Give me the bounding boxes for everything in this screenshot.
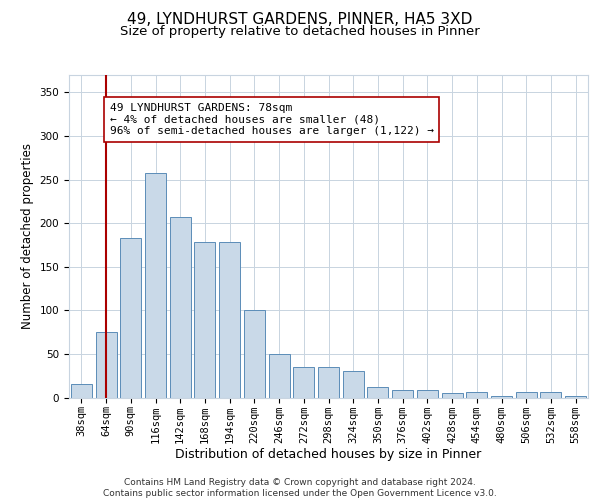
Bar <box>442 393 463 398</box>
Text: Contains HM Land Registry data © Crown copyright and database right 2024.
Contai: Contains HM Land Registry data © Crown c… <box>103 478 497 498</box>
Bar <box>120 238 141 398</box>
Bar <box>71 384 92 398</box>
Bar <box>565 396 586 398</box>
Bar <box>269 354 290 398</box>
Bar <box>343 372 364 398</box>
Bar <box>466 392 487 398</box>
Bar <box>491 396 512 398</box>
Bar <box>367 387 388 398</box>
X-axis label: Distribution of detached houses by size in Pinner: Distribution of detached houses by size … <box>175 448 482 461</box>
Bar <box>194 242 215 398</box>
Bar <box>170 217 191 398</box>
Bar <box>541 392 562 398</box>
Bar <box>219 242 240 398</box>
Y-axis label: Number of detached properties: Number of detached properties <box>21 143 34 329</box>
Bar <box>293 367 314 398</box>
Text: 49, LYNDHURST GARDENS, PINNER, HA5 3XD: 49, LYNDHURST GARDENS, PINNER, HA5 3XD <box>127 12 473 28</box>
Bar <box>145 172 166 398</box>
Bar <box>244 310 265 398</box>
Bar <box>516 392 537 398</box>
Bar <box>392 390 413 398</box>
Bar <box>318 367 339 398</box>
Bar <box>417 390 438 398</box>
Bar <box>95 332 116 398</box>
Text: 49 LYNDHURST GARDENS: 78sqm
← 4% of detached houses are smaller (48)
96% of semi: 49 LYNDHURST GARDENS: 78sqm ← 4% of deta… <box>110 103 434 136</box>
Text: Size of property relative to detached houses in Pinner: Size of property relative to detached ho… <box>120 25 480 38</box>
